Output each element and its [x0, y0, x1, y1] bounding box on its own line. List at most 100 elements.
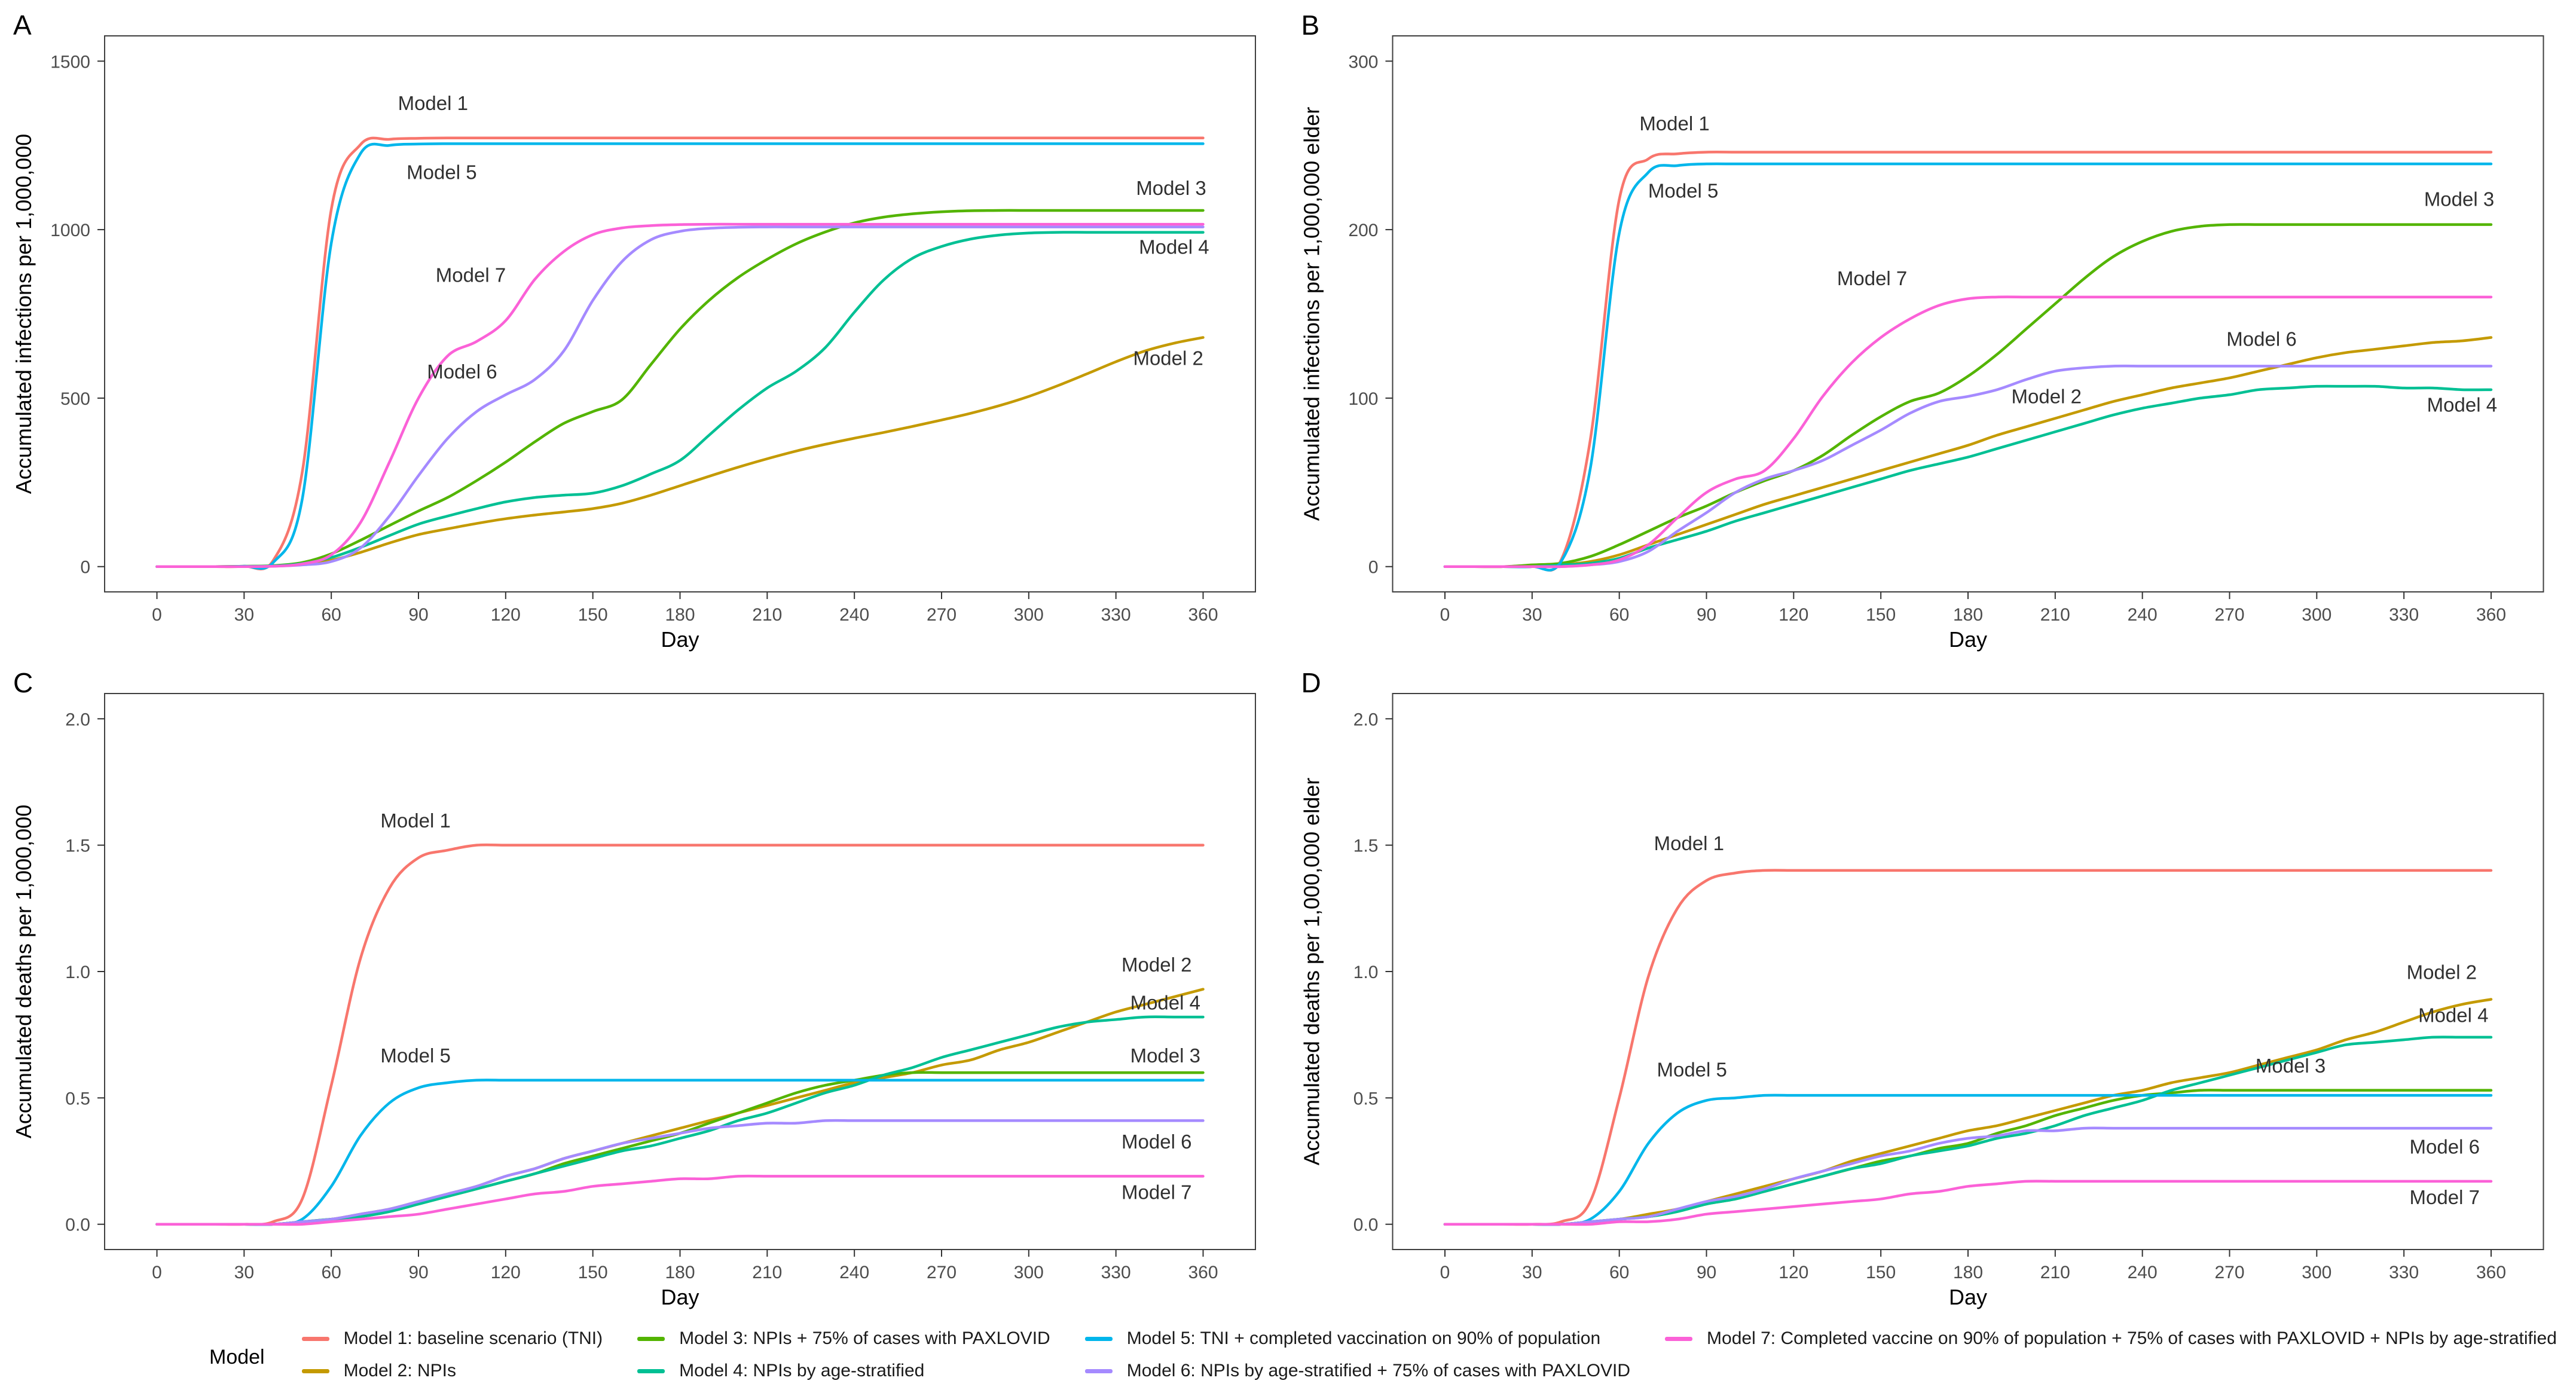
x-tick-label: 90 [1697, 1263, 1716, 1282]
curve-label: Model 6 [427, 361, 497, 383]
x-tick-label: 150 [1866, 1263, 1896, 1282]
curve-label: Model 1 [1654, 832, 1724, 854]
series-line-model6 [155, 1119, 1205, 1226]
curve-label: Model 5 [1648, 180, 1718, 202]
curve-label: Model 4 [2418, 1004, 2488, 1027]
curve-label: Model 7 [1837, 267, 1907, 289]
legend-key-model4-line [637, 1369, 665, 1373]
curve-label: Model 7 [2410, 1186, 2480, 1208]
legend-label-model4: Model 4: NPIs by age-stratified [679, 1361, 925, 1380]
x-tick-label: 120 [491, 605, 521, 625]
legend-key-model7-line [1665, 1336, 1693, 1341]
curve-label: Model 5 [380, 1044, 450, 1067]
y-tick-label: 100 [1348, 389, 1378, 409]
panel-letter-a: A [13, 10, 32, 41]
x-tick-label: 60 [321, 605, 341, 625]
curve-label: Model 4 [2427, 393, 2497, 416]
legend-item-model3: Model 3: NPIs + 75% of cases with PAXLOV… [637, 1328, 1050, 1349]
series-line-model5 [155, 1079, 1205, 1226]
panel-d-chart: D 0 30 60 90 120 150 180 210 240 270 300 330 360 0.0 0.… [1288, 658, 2576, 1315]
series-line-model2 [155, 988, 1205, 1226]
x-tick-label: 240 [2128, 605, 2158, 625]
series-line-model6 [155, 225, 1205, 569]
x-tick-label: 330 [2389, 1263, 2419, 1282]
x-tick-label: 30 [234, 605, 254, 625]
y-tick-label: 300 [1348, 52, 1378, 72]
legend-item-model4: Model 4: NPIs by age-stratified [637, 1361, 1050, 1381]
x-tick-label: 150 [1866, 605, 1896, 625]
curve-label: Model 7 [1122, 1181, 1191, 1203]
series-line-model7 [1443, 1180, 2493, 1226]
y-tick-label: 1.5 [65, 836, 90, 856]
legend-item-model6: Model 6: NPIs by age-stratified + 75% of… [1084, 1361, 1631, 1381]
series-line-model1 [1443, 869, 2493, 1226]
panels-grid: A 0 30 60 90 120 150 180 210 240 270 300 330 360 0 500 1… [0, 0, 2576, 1315]
y-tick-label: 0.0 [65, 1215, 90, 1235]
y-axis-title: Accumulated deaths per 1,000,000 elder [1300, 778, 1324, 1165]
x-tick-label: 240 [2128, 1263, 2158, 1282]
x-tick-label: 60 [1609, 605, 1629, 625]
curve-label: Model 2 [1122, 954, 1191, 976]
legend-label-model3: Model 3: NPIs + 75% of cases with PAXLOV… [679, 1328, 1050, 1348]
legend-column: Model 5: TNI + completed vaccination on … [1084, 1328, 1631, 1386]
x-tick-label: 360 [1188, 605, 1218, 625]
x-tick-label: 0 [152, 605, 162, 625]
x-axis-title: Day [1949, 1285, 1987, 1309]
x-tick-label: 330 [2389, 605, 2419, 625]
x-tick-label: 330 [1101, 605, 1131, 625]
curve-label: Model 5 [407, 161, 476, 184]
x-tick-label: 240 [839, 1263, 869, 1282]
x-tick-label: 120 [1779, 605, 1808, 625]
x-tick-label: 180 [665, 605, 695, 625]
curve-label: Model 4 [1130, 991, 1200, 1013]
x-tick-label: 90 [408, 1263, 428, 1282]
panel-letter-d: D [1301, 667, 1321, 698]
legend-key-model1-line [301, 1336, 329, 1341]
x-tick-label: 300 [2302, 1263, 2331, 1282]
x-tick-label: 30 [234, 1263, 254, 1282]
y-tick-label: 2.0 [1353, 710, 1379, 729]
legend-item-model5: Model 5: TNI + completed vaccination on … [1084, 1328, 1630, 1349]
y-tick-label: 0.5 [1353, 1089, 1379, 1108]
y-tick-label: 1.0 [65, 963, 90, 982]
legend-label-model7: Model 7: Completed vaccine on 90% of pop… [1707, 1328, 2557, 1348]
x-tick-label: 270 [2214, 605, 2244, 625]
y-tick-label: 0.0 [1353, 1215, 1379, 1235]
x-tick-label: 0 [152, 1263, 162, 1282]
x-tick-label: 270 [927, 1263, 957, 1282]
series-line-model1 [155, 843, 1205, 1226]
x-tick-label: 240 [839, 605, 869, 625]
y-tick-label: 1500 [50, 52, 90, 72]
legend: Model Model 1: baseline scenario (TNI) Mo… [0, 1315, 2576, 1399]
curve-label: Model 6 [2410, 1135, 2480, 1157]
legend-label-model2: Model 2: NPIs [343, 1361, 457, 1380]
x-tick-label: 270 [2214, 1263, 2244, 1282]
y-tick-label: 2.0 [65, 710, 90, 729]
plot-border [104, 35, 1256, 592]
y-tick-label: 0 [80, 558, 90, 578]
x-tick-label: 120 [1779, 1263, 1808, 1282]
series-line-model3 [155, 209, 1205, 569]
x-axis-title: Day [661, 627, 699, 652]
legend-key-model6-line [1084, 1369, 1113, 1373]
series-line-model5 [1443, 1093, 2493, 1226]
legend-column: Model 3: NPIs + 75% of cases with PAXLOV… [637, 1328, 1050, 1386]
y-tick-label: 1.5 [1353, 836, 1379, 856]
x-tick-label: 30 [1522, 605, 1542, 625]
series-line-model2 [1443, 998, 2493, 1226]
series-line-model7 [155, 1174, 1205, 1226]
x-tick-label: 60 [321, 1263, 341, 1282]
panel-letter-b: B [1301, 10, 1320, 41]
curve-label: Model 2 [1133, 347, 1203, 369]
x-axis-title: Day [661, 1285, 699, 1309]
legend-label-model6: Model 6: NPIs by age-stratified + 75% of… [1126, 1361, 1631, 1380]
x-tick-label: 60 [1609, 1263, 1629, 1282]
legend-key-model5-line [1084, 1336, 1113, 1341]
curve-label: Model 4 [1139, 236, 1209, 258]
x-tick-label: 270 [927, 605, 957, 625]
legend-column: Model 1: baseline scenario (TNI) Model 2:… [301, 1328, 603, 1386]
panel-a-chart: A 0 30 60 90 120 150 180 210 240 270 300 330 360 0 500 1… [0, 0, 1288, 658]
x-tick-label: 300 [1014, 605, 1044, 625]
y-tick-label: 1.0 [1353, 963, 1379, 982]
